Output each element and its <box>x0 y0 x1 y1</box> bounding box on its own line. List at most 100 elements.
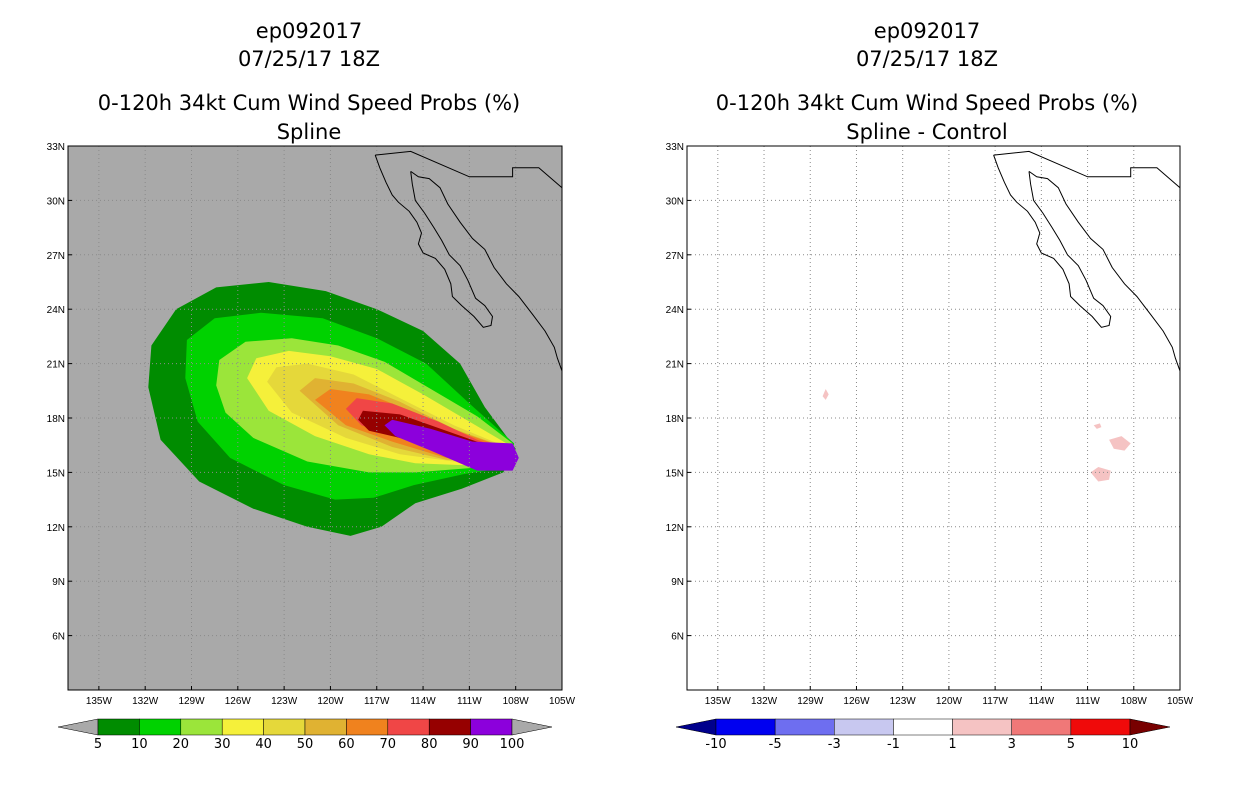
left-colorbar-box-8 <box>428 718 471 736</box>
right-ytick-label-9N: 9N <box>671 577 684 588</box>
right-colorbar-label-2: -3 <box>828 737 841 752</box>
right-colorbar-label-5: 3 <box>1008 737 1016 752</box>
right-xtick-label-120W: 120W <box>936 696 963 707</box>
left-colorbar-label-9: 90 <box>462 737 479 752</box>
left-colorbar-box-4 <box>263 718 306 736</box>
right-ytick-label-30N: 30N <box>666 196 684 207</box>
left-ytick-label-9N: 9N <box>52 577 65 588</box>
right-ytick-label-15N: 15N <box>666 468 684 479</box>
left-coast-line-1 <box>410 170 563 372</box>
left-colorbar-label-8: 80 <box>421 737 438 752</box>
left-coast-line-0 <box>374 154 494 328</box>
right-ytick-label-18N: 18N <box>666 414 684 425</box>
right-colorbar-label-0: -10 <box>705 737 726 752</box>
right-ytick-label-6N: 6N <box>671 632 684 643</box>
left-xtick-label-135W: 135W <box>86 696 113 707</box>
left-datetime: 07/25/17 18Z <box>238 47 380 71</box>
right-contour-1-2 <box>1090 467 1111 482</box>
right-storm-id: ep092017 <box>874 19 980 43</box>
right-xtick-label-108W: 108W <box>1121 696 1148 707</box>
left-colorbar-box-2 <box>180 718 223 736</box>
right-xtick-label-129W: 129W <box>797 696 824 707</box>
left-storm-id: ep092017 <box>256 19 362 43</box>
right-colorbar-box-4 <box>952 718 1012 736</box>
left-ytick-label-30N: 30N <box>47 196 65 207</box>
left-xtick-label-108W: 108W <box>503 696 530 707</box>
right-coast-line-2 <box>993 150 1181 189</box>
left-colorbar-box-1 <box>139 718 182 736</box>
right-ytick-label-21N: 21N <box>666 360 684 371</box>
right-ytick-label-24N: 24N <box>666 305 684 316</box>
right-xtick-label-132W: 132W <box>751 696 778 707</box>
left-ytick-label-6N: 6N <box>52 632 65 643</box>
right-colorbar-label-3: -1 <box>887 737 900 752</box>
left-subtitle: Spline <box>277 120 342 144</box>
left-colorbar-label-1: 10 <box>131 737 148 752</box>
left-xtick-label-126W: 126W <box>225 696 252 707</box>
left-colorbar-box-9 <box>470 718 513 736</box>
right-product-title: 0-120h 34kt Cum Wind Speed Probs (%) <box>716 91 1138 115</box>
right-ytick-label-12N: 12N <box>666 523 684 534</box>
left-ytick-label-12N: 12N <box>47 523 65 534</box>
left-xtick-label-129W: 129W <box>178 696 205 707</box>
right-xtick-label-135W: 135W <box>705 696 732 707</box>
left-coast-line-2 <box>375 150 563 189</box>
left-ytick-label-15N: 15N <box>47 468 65 479</box>
left-colorbar-box-0 <box>97 718 140 736</box>
left-ytick-label-24N: 24N <box>47 305 65 316</box>
right-xtick-label-123W: 123W <box>890 696 917 707</box>
left-colorbar-label-10: 100 <box>500 737 525 752</box>
right-colorbar-box-2 <box>834 718 894 736</box>
left-xtick-label-120W: 120W <box>317 696 344 707</box>
left-xtick-label-123W: 123W <box>271 696 298 707</box>
left-ytick-label-18N: 18N <box>47 414 65 425</box>
right-colorbar-low-arrow <box>675 718 717 736</box>
left-colorbar-low-arrow <box>57 718 99 736</box>
left-colorbar-label-5: 50 <box>297 737 314 752</box>
left-colorbar-box-3 <box>221 718 264 736</box>
left-ytick-label-33N: 33N <box>47 142 65 153</box>
right-datetime: 07/25/17 18Z <box>856 47 998 71</box>
right-grid <box>687 146 1180 690</box>
right-panel: ep092017 07/25/17 18Z 0-120h 34kt Cum Wi… <box>666 19 1194 752</box>
left-colorbar-label-0: 5 <box>94 737 102 752</box>
right-contour-1-0 <box>822 389 829 400</box>
right-colorbar-label-6: 5 <box>1067 737 1075 752</box>
left-xtick-label-111W: 111W <box>457 696 482 707</box>
right-ytick-label-27N: 27N <box>666 251 684 262</box>
right-map-background <box>687 146 1180 690</box>
right-colorbar-label-1: -5 <box>769 737 782 752</box>
right-xtick-label-105W: 105W <box>1167 696 1194 707</box>
left-panel: ep092017 07/25/17 18Z 0-120h 34kt Cum Wi… <box>47 19 576 752</box>
right-colorbar: -10 -5 -3 -1 1 3 5 10 <box>675 718 1171 752</box>
right-colorbar-box-5 <box>1011 718 1072 736</box>
left-xtick-label-105W: 105W <box>549 696 576 707</box>
left-colorbar-high-arrow <box>511 718 553 736</box>
right-coastline <box>993 150 1181 372</box>
right-colorbar-box-0 <box>715 718 776 736</box>
right-coast-line-1 <box>1028 170 1181 372</box>
left-colorbar-box-6 <box>346 718 389 736</box>
right-contours <box>822 389 1131 482</box>
right-colorbar-box-6 <box>1070 718 1131 736</box>
right-xtick-label-111W: 111W <box>1075 696 1100 707</box>
right-colorbar-box-1 <box>774 718 835 736</box>
left-colorbar-label-7: 70 <box>380 737 397 752</box>
left-ytick-label-21N: 21N <box>47 360 65 371</box>
left-product-title: 0-120h 34kt Cum Wind Speed Probs (%) <box>98 91 520 115</box>
left-colorbar-box-5 <box>304 718 347 736</box>
right-colorbar-label-4: 1 <box>948 737 956 752</box>
left-colorbar-label-6: 60 <box>338 737 355 752</box>
left-ytick-label-27N: 27N <box>47 251 65 262</box>
left-xtick-label-114W: 114W <box>410 696 436 707</box>
right-colorbar-box-3 <box>893 718 953 736</box>
right-colorbar-label-7: 10 <box>1122 737 1139 752</box>
left-xtick-label-132W: 132W <box>132 696 159 707</box>
left-colorbar-label-4: 40 <box>255 737 272 752</box>
left-xtick-label-117W: 117W <box>364 696 390 707</box>
right-xtick-label-117W: 117W <box>982 696 1008 707</box>
left-colorbar-label-3: 30 <box>214 737 231 752</box>
left-contour-90-9 <box>384 419 519 471</box>
right-coast-line-0 <box>993 154 1112 328</box>
